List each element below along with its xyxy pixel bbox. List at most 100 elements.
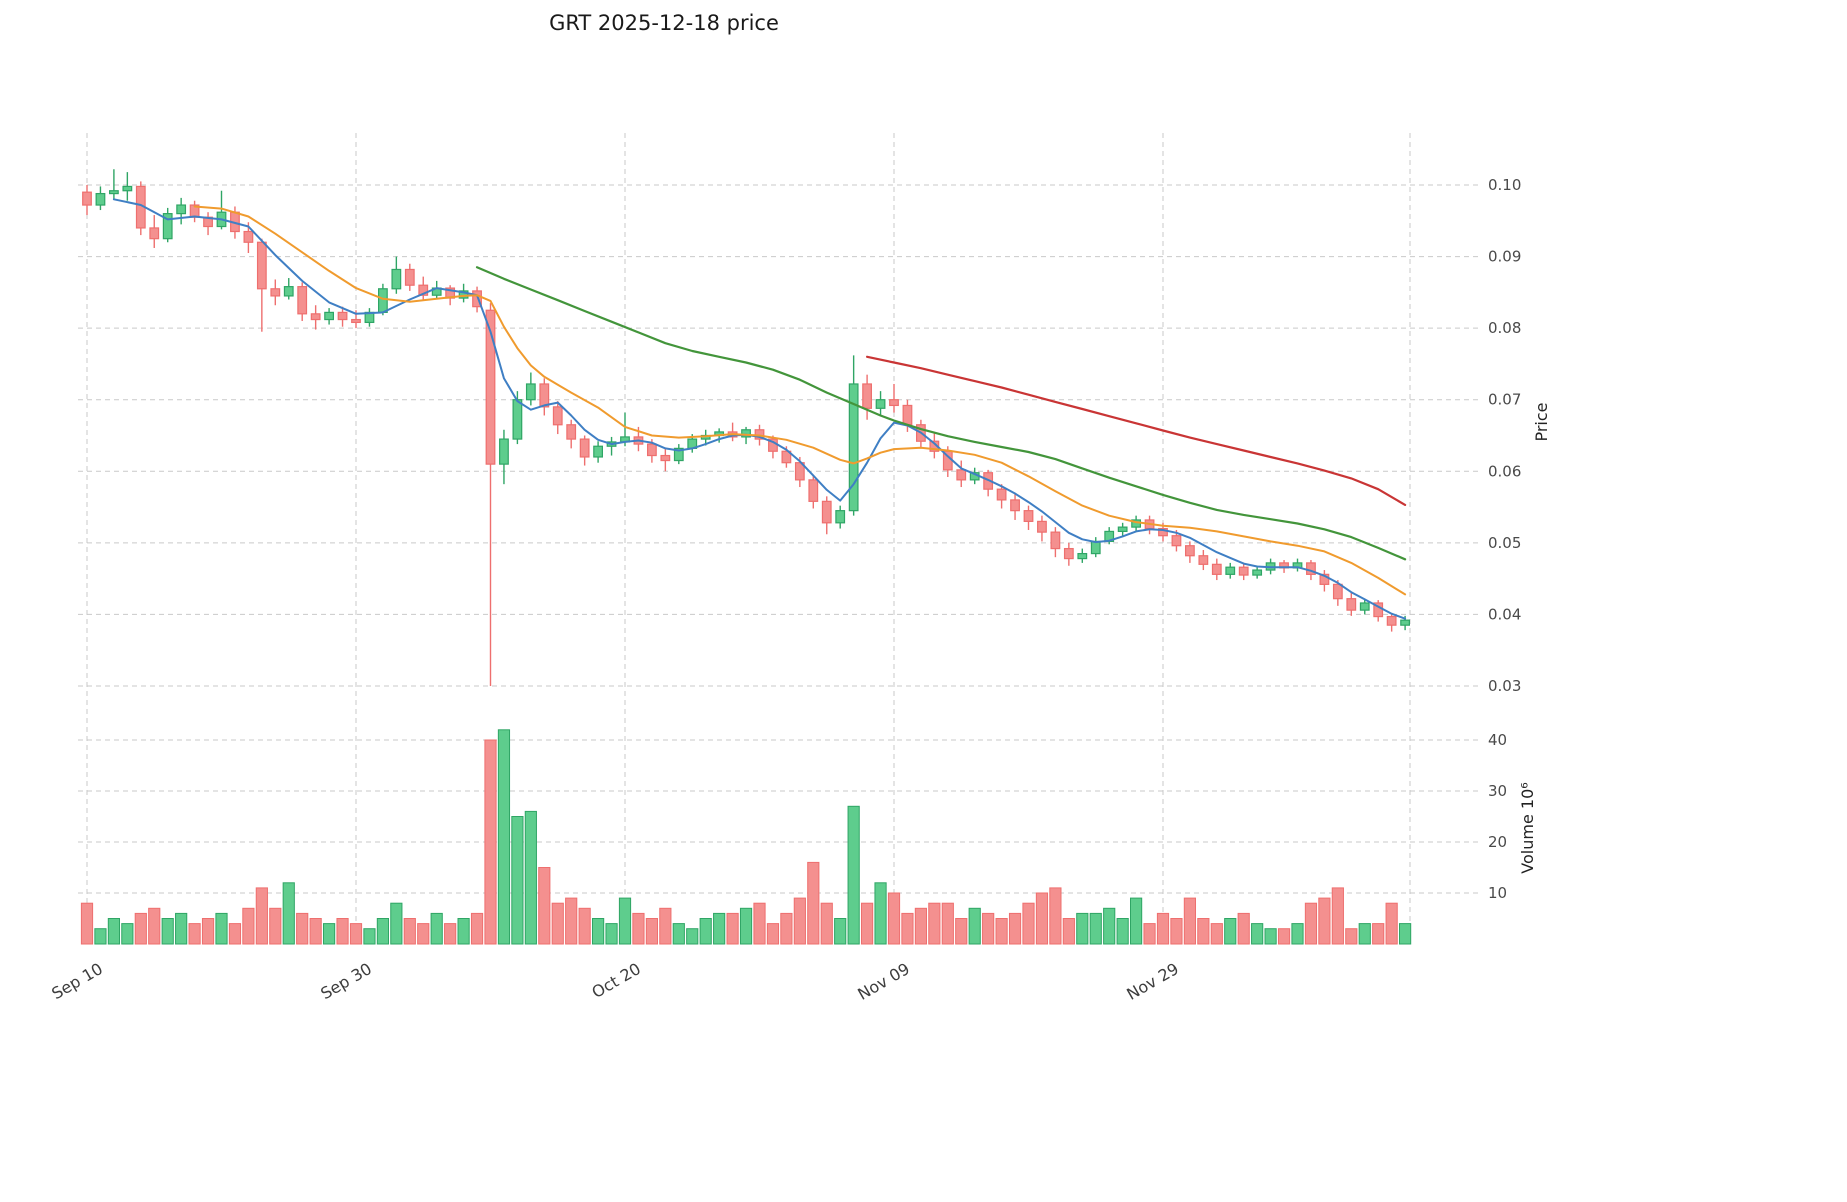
volume-bar: [1130, 897, 1143, 945]
candle-body: [593, 445, 603, 458]
ma-blue: [112, 198, 1407, 620]
price-tick-label: 0.04: [1488, 605, 1521, 623]
candle-body: [1050, 531, 1061, 550]
volume-bar: [1372, 923, 1385, 945]
candle-body: [1010, 499, 1020, 512]
volume-bar: [363, 928, 376, 945]
candle-body: [512, 399, 523, 440]
candlesticks: [82, 169, 1411, 686]
date-axis-ticks: Sep 10 Sep 30 Oct 20 Nov 09 Nov 29: [48, 959, 1182, 1004]
candle-body: [808, 479, 819, 502]
volume-tick-label: 30: [1488, 782, 1507, 800]
volume-bar: [645, 918, 658, 945]
candle-body: [404, 268, 415, 286]
volume-bar: [201, 918, 215, 945]
candle-body: [1225, 566, 1236, 575]
volume-bar: [161, 918, 174, 945]
candle-body: [821, 500, 832, 524]
volume-bar: [1197, 918, 1210, 945]
volume-bar: [1224, 918, 1237, 945]
candle-body: [324, 311, 334, 321]
volume-bar: [538, 867, 551, 945]
candle-body: [660, 454, 671, 462]
candle-body: [472, 290, 482, 308]
candle-body: [82, 191, 92, 206]
date-tick-label: Sep 10: [48, 959, 106, 1003]
volume-bar: [175, 912, 188, 945]
candle-body: [956, 469, 967, 481]
volume-bar: [834, 918, 847, 945]
volume-bar: [390, 902, 403, 945]
candle-body: [1198, 555, 1209, 565]
volume-bar: [766, 923, 780, 945]
volume-bar: [955, 918, 968, 945]
volume-bar: [1116, 918, 1129, 945]
volume-bar: [1291, 923, 1304, 945]
volume-bar: [887, 892, 901, 945]
candle-body: [243, 230, 254, 243]
volume-bar: [228, 923, 242, 945]
candle-body: [1359, 602, 1370, 611]
volume-bars: [80, 729, 1412, 945]
volume-bar: [1035, 892, 1049, 945]
candle-body: [458, 290, 469, 299]
volume-bar: [444, 923, 457, 945]
price-tick-label: 0.08: [1488, 319, 1521, 337]
candle-body: [862, 383, 872, 409]
candle-body: [337, 311, 348, 321]
volume-bar: [1318, 897, 1331, 945]
candle-body: [902, 404, 913, 426]
candle-body: [297, 286, 308, 315]
volume-bar: [336, 918, 349, 945]
candle-body: [673, 447, 684, 462]
volume-tick-label: 10: [1488, 884, 1507, 902]
volume-bar: [1385, 902, 1398, 945]
volume-bar: [618, 897, 632, 945]
price-axis-ticks: 0.10 0.09 0.08 0.07 0.06 0.05 0.04 0.03: [1488, 176, 1521, 695]
volume-bar: [928, 902, 941, 945]
volume-bar: [982, 912, 995, 945]
price-tick-label: 0.09: [1488, 248, 1521, 266]
volume-bar: [282, 882, 295, 945]
date-tick-label: Sep 30: [317, 959, 375, 1003]
volume-bar: [121, 923, 134, 945]
volume-bar: [457, 918, 470, 945]
price-axis-label: Price: [1532, 402, 1551, 441]
candle-body: [835, 510, 846, 524]
volume-bar: [780, 912, 793, 945]
volume-bar: [753, 902, 766, 945]
volume-bar: [605, 923, 618, 945]
candle-body: [162, 213, 173, 240]
chart-title: GRT 2025-12-18 price: [549, 11, 779, 35]
volume-bar: [376, 918, 389, 945]
volume-bar: [793, 897, 806, 945]
candle-body: [1346, 598, 1357, 611]
candle-body: [1184, 545, 1195, 557]
volume-bar: [807, 861, 820, 945]
candle-body: [499, 438, 509, 465]
volume-bar: [134, 912, 147, 945]
date-tick-label: Nov 09: [854, 959, 913, 1004]
moving-average-lines: [112, 198, 1407, 620]
volume-bar: [820, 902, 833, 945]
candle-body: [1023, 510, 1034, 522]
candle-body: [1400, 619, 1411, 626]
volume-bar: [968, 907, 981, 945]
date-tick-label: Oct 20: [589, 959, 644, 1002]
candle-body: [1211, 563, 1222, 575]
volume-bar: [323, 923, 336, 945]
price-tick-label: 0.10: [1488, 176, 1521, 194]
volume-bar: [686, 928, 699, 945]
volume-bar: [1251, 923, 1264, 945]
volume-bar: [847, 805, 860, 945]
candle-body: [1238, 566, 1249, 576]
candle-body: [848, 383, 859, 512]
volume-bar: [1237, 912, 1250, 945]
ma-red: [865, 355, 1407, 506]
volume-bar: [1170, 918, 1183, 945]
volume-bar: [269, 907, 282, 945]
volume-bar: [632, 912, 645, 945]
volume-tick-label: 20: [1488, 833, 1507, 851]
